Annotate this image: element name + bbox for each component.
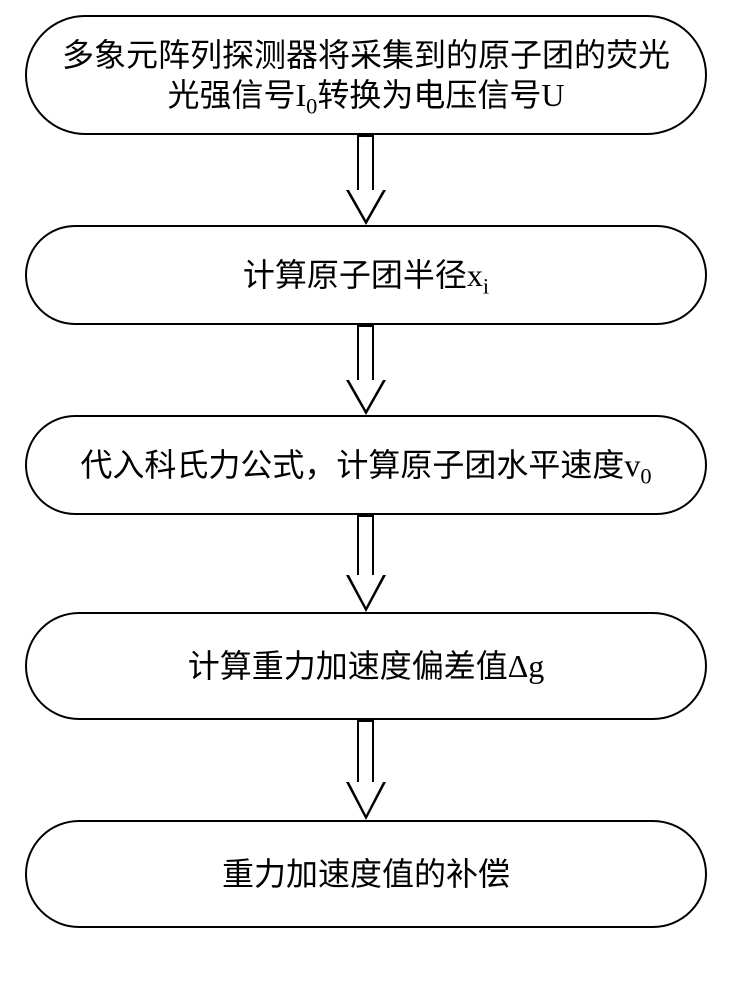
arrow-head xyxy=(346,782,386,820)
flow-node-label: 计算原子团半径xi xyxy=(243,255,489,295)
flow-node-label: 计算重力加速度偏差值Δg xyxy=(188,646,545,686)
flow-node-step1: 多象元阵列探测器将采集到的原子团的荧光光强信号I0转换为电压信号U xyxy=(25,15,707,135)
arrow-shaft xyxy=(357,135,374,190)
flow-arrow-a3 xyxy=(346,515,386,612)
arrow-head xyxy=(346,380,386,415)
flow-node-label: 多象元阵列探测器将采集到的原子团的荧光光强信号I0转换为电压信号U xyxy=(47,35,685,115)
flow-arrow-a2 xyxy=(346,325,386,415)
flow-arrow-a1 xyxy=(346,135,386,225)
flow-arrow-a4 xyxy=(346,720,386,820)
flow-node-step3: 代入科氏力公式，计算原子团水平速度v0 xyxy=(25,415,707,515)
arrow-shaft xyxy=(357,515,374,575)
arrow-shaft xyxy=(357,325,374,380)
arrow-head xyxy=(346,575,386,612)
flow-node-label: 重力加速度值的补偿 xyxy=(222,854,510,894)
flow-node-step2: 计算原子团半径xi xyxy=(25,225,707,325)
flow-node-step5: 重力加速度值的补偿 xyxy=(25,820,707,928)
arrow-shaft xyxy=(357,720,374,782)
arrow-head xyxy=(346,190,386,225)
flow-node-step4: 计算重力加速度偏差值Δg xyxy=(25,612,707,720)
flow-node-label: 代入科氏力公式，计算原子团水平速度v0 xyxy=(80,445,651,485)
